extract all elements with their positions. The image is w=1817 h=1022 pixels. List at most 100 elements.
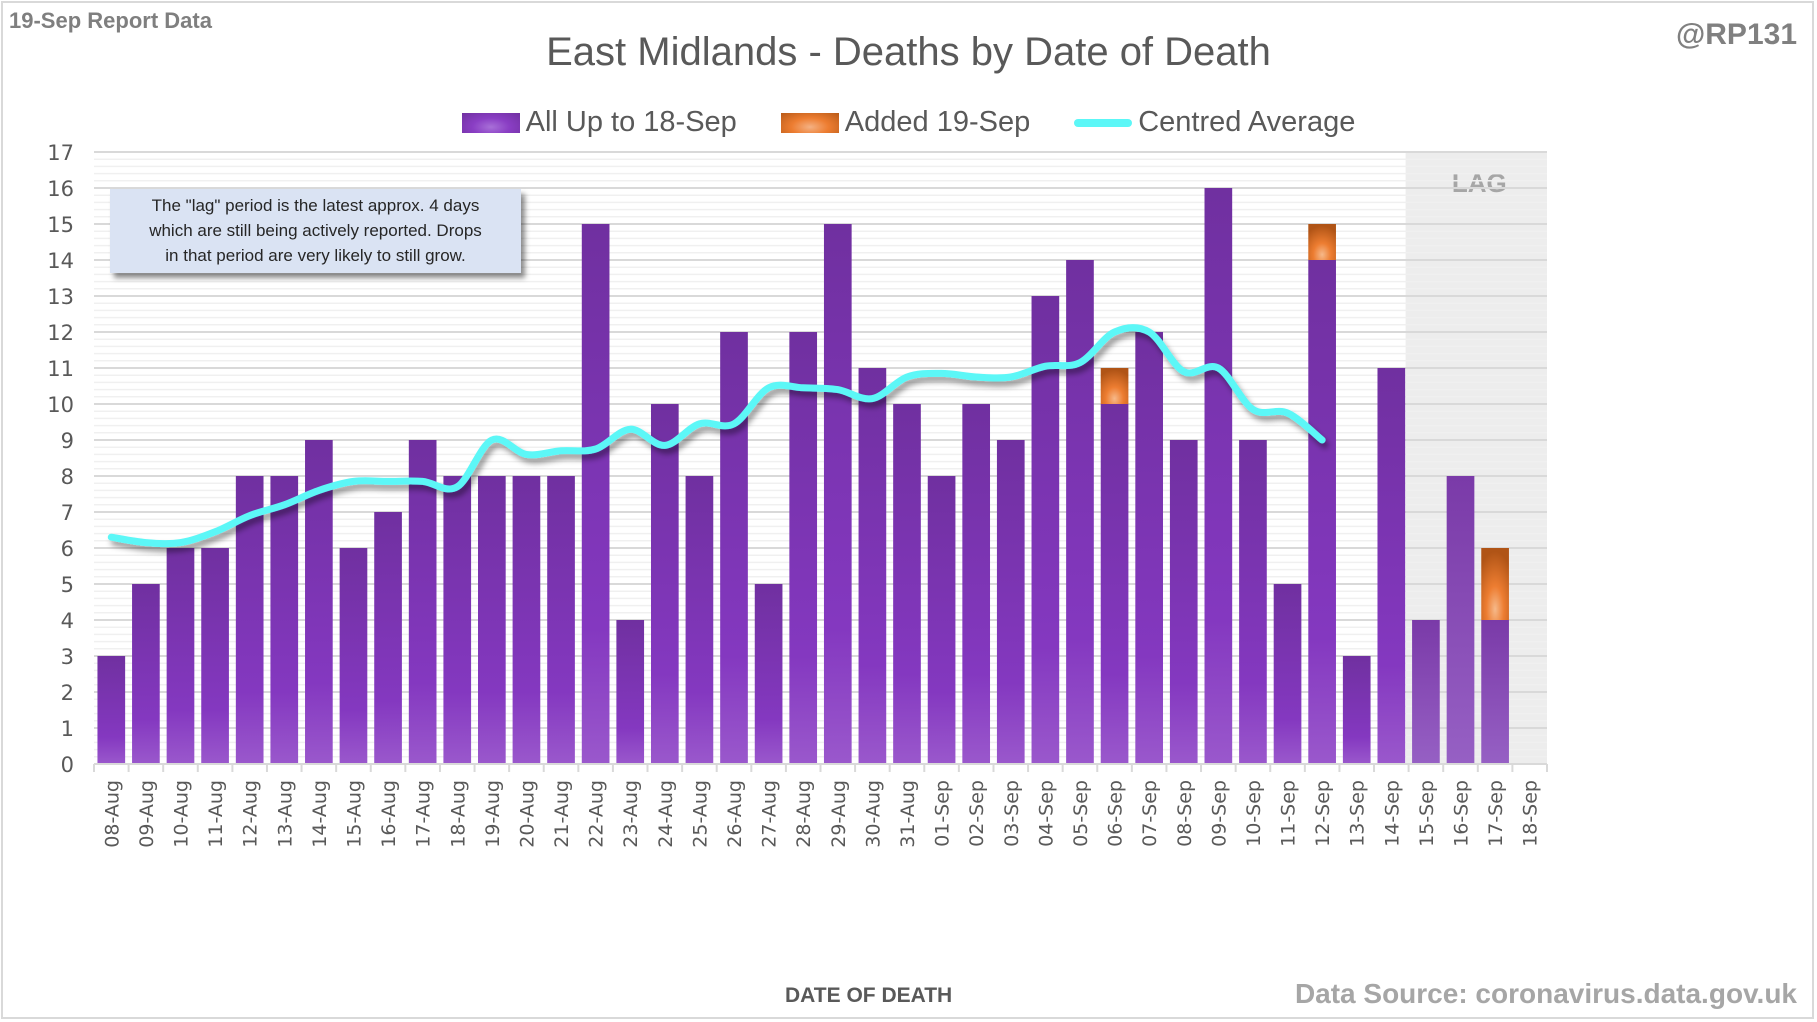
bar-base <box>1169 440 1198 764</box>
legend-item-base[interactable]: All Up to 18-Sep <box>461 106 737 139</box>
average-line <box>107 324 1326 548</box>
legend-swatch-orange <box>780 112 839 133</box>
author-handle: @RP131 <box>1676 18 1797 51</box>
data-source: Data Source: coronavirus.data.gov.uk <box>1294 978 1797 1009</box>
note-line: The "lag" period is the latest approx. 4… <box>151 196 480 215</box>
x-tick-label: 23-Aug <box>620 780 642 848</box>
bar-base <box>1204 188 1233 764</box>
bar-base <box>1031 296 1060 764</box>
y-tick-label: 17 <box>47 141 74 165</box>
y-tick-label: 15 <box>47 213 74 237</box>
x-tick-label: 16-Sep <box>1451 780 1473 847</box>
x-tick-label: 30-Aug <box>862 780 884 848</box>
bar-base <box>1066 260 1094 764</box>
bar-base <box>754 584 783 764</box>
bar-base <box>962 404 991 764</box>
bar-base <box>650 404 679 764</box>
x-tick-label: 29-Aug <box>828 780 850 848</box>
x-tick-label: 16-Aug <box>378 780 400 848</box>
bar-base <box>720 332 748 764</box>
bar-base <box>1273 584 1302 764</box>
x-tick-label: 13-Aug <box>274 780 296 848</box>
y-tick-label: 4 <box>61 609 74 633</box>
y-tick-label: 10 <box>47 393 74 417</box>
bar-base <box>443 476 472 764</box>
bar-base <box>581 224 610 764</box>
legend-swatch-purple <box>461 112 520 133</box>
bar-base <box>547 476 575 764</box>
bar-base <box>1239 440 1267 764</box>
bar-base <box>1100 404 1129 764</box>
y-tick-label: 0 <box>61 753 74 777</box>
x-tick-label: 05-Sep <box>1070 780 1092 847</box>
x-tick-label: 28-Aug <box>793 780 815 848</box>
x-tick-label: 06-Sep <box>1105 780 1127 847</box>
legend-label: Centred Average <box>1138 106 1356 138</box>
x-tick-label: 24-Aug <box>655 780 677 848</box>
lag-label: LAG <box>1452 168 1507 198</box>
bar-base <box>512 476 541 764</box>
bar-base <box>1412 620 1440 764</box>
legend-item-average[interactable]: Centred Average <box>1074 106 1355 139</box>
y-tick-label: 9 <box>61 429 74 453</box>
x-tick-label: 12-Sep <box>1312 780 1334 847</box>
x-tick-label: 25-Aug <box>689 780 711 848</box>
x-tick-label: 09-Sep <box>1208 780 1230 847</box>
x-axis-title: DATE OF DEATH <box>785 984 953 1007</box>
y-tick-label: 5 <box>61 573 74 597</box>
x-tick-label: 19-Aug <box>482 780 504 848</box>
bar-base <box>685 476 714 764</box>
y-tick-label: 7 <box>61 501 74 525</box>
x-tick-label: 03-Sep <box>1001 780 1023 847</box>
y-tick-label: 6 <box>61 537 74 561</box>
x-tick-label: 10-Sep <box>1243 780 1265 847</box>
y-tick-label: 14 <box>47 249 74 273</box>
y-tick-label: 11 <box>47 357 74 381</box>
x-tick-label: 20-Aug <box>516 780 538 848</box>
bar-base <box>478 476 506 764</box>
y-tick-label: 12 <box>47 321 74 345</box>
bar-base <box>927 476 956 764</box>
x-tick-label: 15-Sep <box>1416 780 1438 847</box>
bar-base <box>201 548 229 764</box>
legend-label: All Up to 18-Sep <box>525 106 737 138</box>
bar-base <box>166 548 195 764</box>
y-tick-label: 8 <box>61 465 74 489</box>
bar-base <box>858 368 887 764</box>
note-line: which are still being actively reported.… <box>149 221 482 240</box>
y-tick-label: 16 <box>47 177 74 201</box>
x-tick-label: 01-Sep <box>932 780 954 847</box>
x-tick-label: 18-Sep <box>1520 780 1542 847</box>
note-line: in that period are very likely to still … <box>165 246 466 265</box>
legend-swatch-line <box>1074 118 1133 127</box>
x-tick-label: 31-Aug <box>897 780 919 848</box>
x-tick-label: 17-Sep <box>1485 780 1507 847</box>
bar-base <box>97 656 126 764</box>
x-tick-label: 04-Sep <box>1035 780 1057 847</box>
report-date-tag: 19-Sep Report Data <box>9 8 212 33</box>
legend: All Up to 18-Sep Added 19-Sep Centred Av… <box>0 106 1817 139</box>
bar-base <box>1308 260 1336 764</box>
x-tick-label: 14-Aug <box>309 780 331 848</box>
y-tick-label: 1 <box>61 717 74 741</box>
x-tick-label: 11-Sep <box>1278 780 1300 847</box>
bar-added <box>1481 548 1509 620</box>
x-tick-label: 22-Aug <box>586 780 608 848</box>
y-tick-label: 13 <box>47 285 74 309</box>
bar-base <box>408 440 437 764</box>
legend-item-added[interactable]: Added 19-Sep <box>780 106 1031 139</box>
x-tick-label: 08-Aug <box>101 780 123 848</box>
bar-base <box>132 584 160 764</box>
y-tick-label: 2 <box>61 681 74 705</box>
bar-base <box>1342 656 1371 764</box>
x-tick-label: 21-Aug <box>551 780 573 848</box>
x-tick-label: 02-Sep <box>966 780 988 847</box>
x-tick-label: 26-Aug <box>724 780 746 848</box>
chart-title: East Midlands - Deaths by Date of Death <box>546 30 1271 74</box>
legend-label: Added 19-Sep <box>844 106 1031 138</box>
x-tick-label: 18-Aug <box>447 780 469 848</box>
bar-base <box>616 620 645 764</box>
bar-base <box>823 224 852 764</box>
x-tick-label: 10-Aug <box>170 780 192 848</box>
